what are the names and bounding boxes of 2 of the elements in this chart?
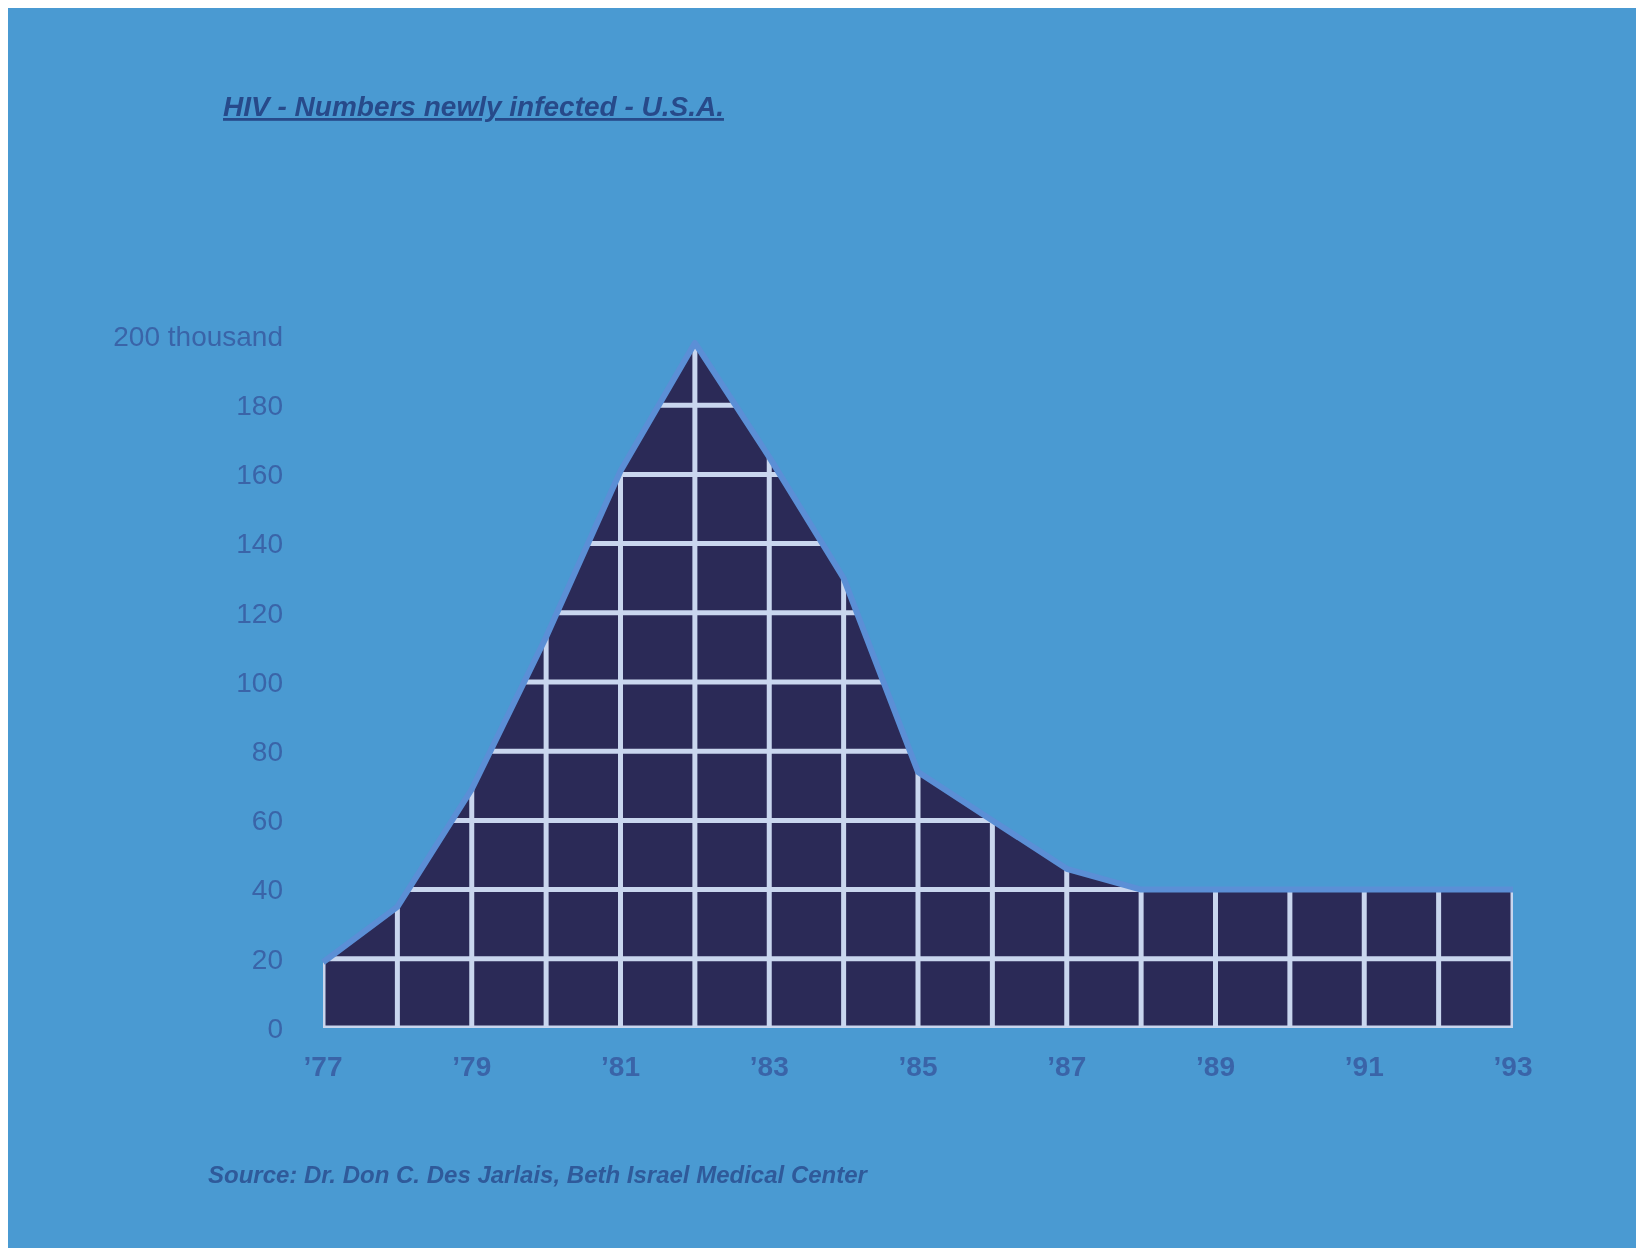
source-note: Source: Dr. Don C. Des Jarlais, Beth Israel Medical Center	[208, 1161, 869, 1188]
chart-title: HIV - Numbers newly infected - U.S.A.	[223, 91, 724, 122]
